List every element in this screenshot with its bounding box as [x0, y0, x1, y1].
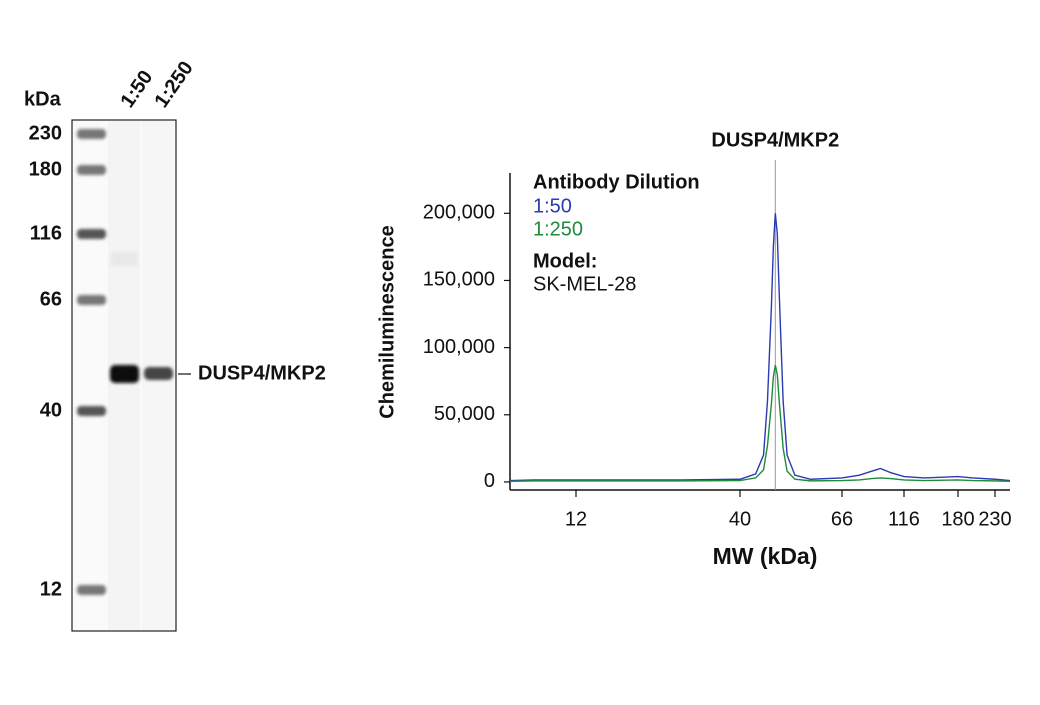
- sample-bands: [110, 252, 173, 383]
- x-tick-label: 180: [941, 508, 974, 530]
- y-tick-label: 150,000: [423, 269, 495, 291]
- ladder: [77, 129, 106, 595]
- legend-entry: 1:250: [533, 218, 583, 240]
- y-tick-label: 0: [484, 470, 495, 492]
- x-tick-label: 66: [831, 508, 853, 530]
- band: [110, 365, 139, 383]
- series-line: [509, 213, 1011, 482]
- model: SK-MEL-28: [533, 273, 636, 295]
- marker-label: 12: [40, 578, 62, 600]
- marker-label: 40: [40, 399, 62, 421]
- legend-title: Antibody Dilution: [533, 171, 700, 193]
- x-tick-label: 230: [978, 508, 1011, 530]
- y-tick-label: 200,000: [423, 202, 495, 224]
- ladder-band: [77, 406, 106, 416]
- x-tick-label: 116: [888, 508, 920, 530]
- marker-label: 180: [29, 158, 62, 180]
- y-tick-label: 50,000: [434, 403, 495, 425]
- lane-label: 1:50: [116, 66, 157, 111]
- y-tick-label: 100,000: [423, 336, 495, 358]
- marker-label: 230: [29, 122, 62, 144]
- lane-label: 1:250: [150, 57, 197, 112]
- ladder-band: [77, 165, 106, 175]
- ladder-band: [77, 585, 106, 595]
- x-tick-label: 12: [565, 508, 587, 530]
- annotation: DUSP4/MKP2: [711, 129, 839, 151]
- y-axis-label: Chemiluminescence: [376, 225, 398, 418]
- band: [144, 367, 173, 380]
- x-axis-label: MW (kDa): [713, 543, 818, 569]
- band-label: DUSP4/MKP2: [198, 362, 326, 384]
- ladder-band: [77, 295, 106, 305]
- marker-label: 116: [30, 222, 62, 244]
- ladder-band: [77, 129, 106, 139]
- unit-label: kDa: [24, 88, 62, 110]
- marker-label: 66: [40, 288, 62, 310]
- band: [111, 252, 138, 266]
- legend-entry: 1:50: [533, 195, 572, 217]
- ladder-band: [77, 229, 106, 239]
- model-label: Model:: [533, 250, 597, 272]
- series-line: [509, 364, 1011, 482]
- x-tick-label: 40: [729, 508, 751, 530]
